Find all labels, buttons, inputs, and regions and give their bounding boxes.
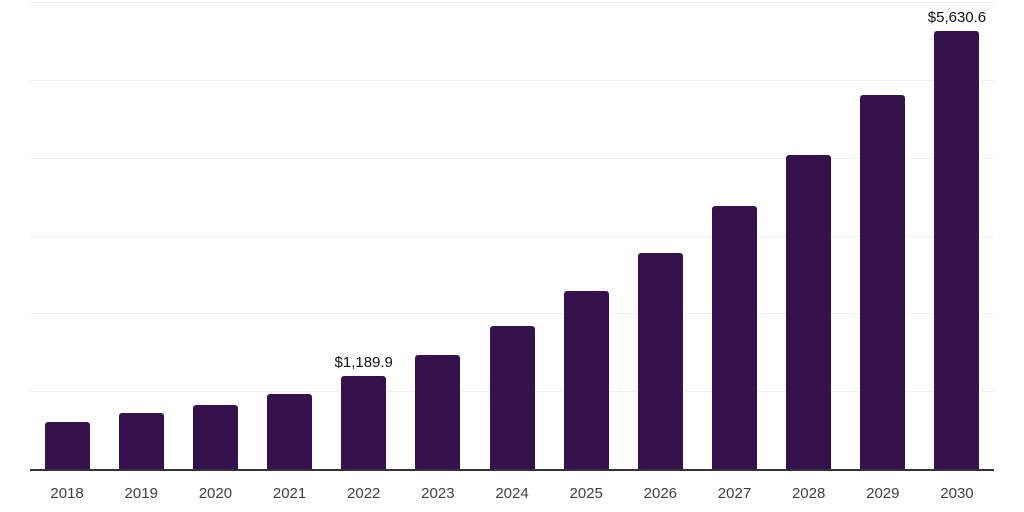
bar-band-2028: [772, 2, 846, 469]
x-tick-label-2025: 2025: [569, 485, 603, 502]
bar-band-2022: $1,189.9: [327, 2, 401, 469]
bar-2020: [192, 405, 238, 469]
bar-band-2023: [401, 2, 475, 469]
x-tick-label-2029: 2029: [866, 485, 900, 502]
gridline: [30, 157, 994, 159]
bar-band-2025: [549, 2, 623, 469]
bar-band-2021: [252, 2, 326, 469]
x-tick-label-2027: 2027: [717, 485, 752, 502]
x-tick-label-2019: 2019: [124, 485, 158, 502]
bar-band-2018: [30, 2, 104, 469]
bar-2026: [637, 252, 683, 469]
bar-band-2029: [846, 2, 920, 469]
bar-2029: [860, 95, 906, 469]
bars-container: $1,189.9 $5,630.6: [30, 2, 994, 469]
x-tick-label-2026: 2026: [643, 485, 678, 502]
bar-band-2020: [178, 2, 252, 469]
bar-2022: $1,189.9: [335, 354, 393, 469]
x-tick-label-2020: 2020: [198, 485, 233, 502]
bar-band-2027: [697, 2, 771, 469]
bar-2028: [786, 155, 832, 469]
x-tick-label-2021: 2021: [272, 485, 307, 502]
x-tick-label-2023: 2023: [421, 485, 455, 502]
bar-2024: [489, 325, 535, 469]
x-tick-label-2024: 2024: [495, 485, 529, 502]
bar-band-2030: $5,630.6: [920, 2, 994, 469]
bar-band-2024: [475, 2, 549, 469]
bar-band-2019: [104, 2, 178, 469]
data-label-2030: $5,630.6: [927, 8, 987, 26]
bar-2019: [118, 412, 164, 469]
x-tick-label-2018: 2018: [50, 485, 84, 502]
bar-2027: [711, 205, 757, 469]
x-tick-label-2028: 2028: [791, 485, 826, 502]
bar-2021: [267, 394, 313, 469]
gridline: [30, 313, 994, 315]
bar-2025: [563, 290, 609, 469]
plot-area: $1,189.9 $5,630.6: [30, 2, 994, 469]
gridline: [30, 79, 994, 81]
x-axis-labels: 2018 2019 2020 2021 2022 2023 2024 2025 2026 2027…: [30, 485, 994, 502]
bar-band-2026: [623, 2, 697, 469]
gridline: [30, 2, 994, 3]
bar-2018: [44, 422, 90, 469]
bar-2023: [415, 355, 461, 469]
x-tick-label-2030: 2030: [940, 485, 974, 502]
gridline: [30, 235, 994, 237]
x-axis-line: [30, 469, 994, 471]
bar-2030: $5,630.6: [928, 9, 986, 469]
x-tick-label-2022: 2022: [347, 485, 381, 502]
data-label-2022: $1,189.9: [334, 354, 393, 372]
